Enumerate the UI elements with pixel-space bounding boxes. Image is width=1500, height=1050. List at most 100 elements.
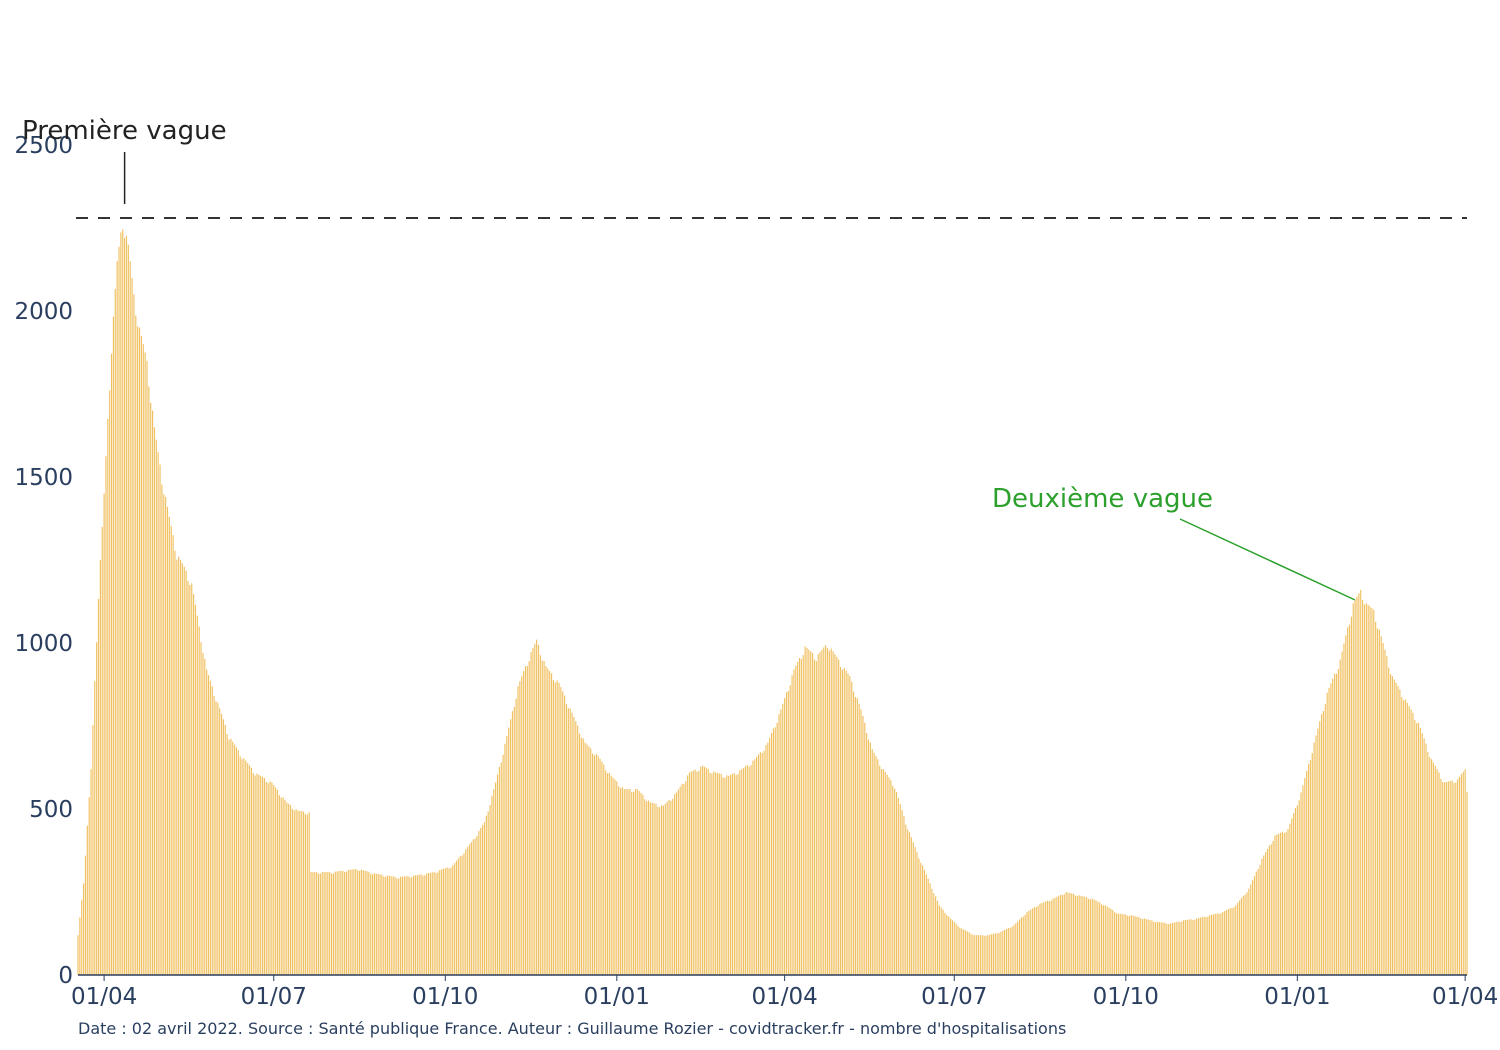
bar [886, 774, 888, 975]
bar [262, 776, 264, 975]
bar [1179, 921, 1181, 975]
bar [1403, 700, 1405, 975]
bar [282, 797, 284, 975]
bar [1073, 893, 1075, 975]
bar [138, 327, 141, 976]
bar [808, 649, 810, 975]
bar [567, 708, 569, 975]
bar [1306, 771, 1308, 975]
bar [532, 647, 534, 975]
bar [1190, 919, 1192, 975]
bar [990, 934, 993, 975]
bar [364, 870, 366, 975]
bar [327, 872, 329, 975]
bar [269, 781, 271, 975]
bar [1419, 727, 1421, 975]
bar [96, 642, 98, 975]
bar [687, 775, 689, 975]
bar [1332, 678, 1334, 975]
bar [806, 647, 808, 975]
bar [1242, 895, 1244, 975]
bar [1457, 779, 1459, 975]
bar [1442, 782, 1444, 975]
bar [528, 661, 530, 975]
bar [633, 791, 635, 975]
bar [804, 646, 806, 975]
bar [509, 719, 512, 975]
bar [554, 682, 556, 975]
bar [310, 872, 312, 975]
bar [1095, 900, 1097, 975]
bar [558, 682, 560, 975]
bar [534, 643, 536, 975]
bar [964, 930, 967, 975]
y-tick-label: 1000 [14, 631, 73, 657]
bar [1445, 781, 1448, 975]
bar [1061, 895, 1063, 975]
bar [459, 856, 461, 975]
bar [297, 810, 299, 975]
bar [1324, 704, 1326, 975]
bar [446, 867, 448, 975]
bar [1393, 679, 1395, 975]
bar [603, 764, 605, 975]
bar [957, 925, 959, 975]
bar [754, 759, 756, 975]
bar [342, 870, 344, 975]
bar [599, 758, 601, 975]
x-tick-label: 01/10 [412, 984, 478, 1010]
bar [679, 786, 681, 975]
bar [431, 872, 433, 975]
bar [439, 870, 441, 975]
bar [702, 765, 704, 975]
bar [179, 560, 182, 975]
bar [398, 878, 400, 975]
bar [828, 650, 830, 975]
bar [1074, 895, 1077, 975]
bar [1440, 778, 1442, 975]
bar [427, 873, 430, 975]
bar [1097, 901, 1099, 975]
bar [681, 783, 683, 975]
bar [1227, 909, 1229, 975]
bar [84, 855, 87, 975]
bar [235, 747, 238, 975]
bar [1272, 840, 1274, 975]
bar [1451, 780, 1453, 975]
bar [657, 806, 659, 975]
bar [662, 805, 665, 975]
bar [1417, 722, 1420, 975]
bar [910, 837, 912, 975]
bar [961, 928, 963, 975]
bar [252, 773, 254, 975]
bar [1276, 834, 1278, 975]
bar [135, 315, 137, 975]
bar [455, 860, 458, 975]
bar [1337, 669, 1339, 975]
bar [120, 232, 122, 975]
bar [260, 775, 262, 975]
bar [330, 873, 333, 975]
bar [1311, 753, 1313, 975]
bar [191, 583, 193, 975]
bar [698, 770, 700, 975]
bar [515, 698, 517, 975]
bar [584, 742, 586, 975]
bar [506, 735, 508, 975]
bar [422, 875, 424, 975]
bar [271, 782, 273, 975]
bar [1335, 673, 1338, 975]
bar [832, 651, 834, 975]
bar [483, 822, 486, 975]
bar [1244, 894, 1246, 975]
bar [925, 874, 927, 975]
bar [653, 803, 655, 975]
bar [838, 659, 840, 975]
bar [974, 935, 976, 975]
bar [1177, 921, 1179, 975]
x-tick-label: 01/04 [751, 984, 817, 1010]
bar [752, 760, 754, 975]
bar [1035, 907, 1037, 975]
bar [416, 875, 418, 975]
bar [1005, 928, 1008, 975]
